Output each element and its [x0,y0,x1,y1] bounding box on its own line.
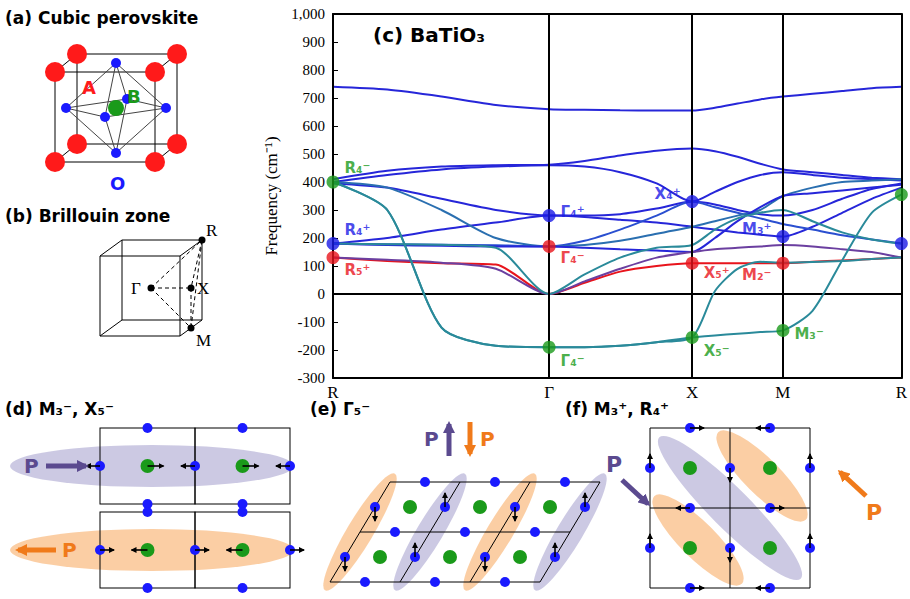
svg-text:M: M [775,383,790,402]
svg-text:(f) M₃⁺, R₄⁺: (f) M₃⁺, R₄⁺ [565,399,669,419]
svg-text:(a) Cubic perovskite: (a) Cubic perovskite [5,8,198,28]
svg-text:Γ₄⁻: Γ₄⁻ [561,352,585,370]
svg-text:Γ₄⁺: Γ₄⁺ [561,203,585,221]
svg-text:M₂⁻: M₂⁻ [742,266,771,284]
svg-text:-300: -300 [298,370,326,386]
svg-text:Γ: Γ [544,383,554,402]
svg-text:900: 900 [303,34,326,50]
svg-text:200: 200 [303,230,326,246]
svg-text:P: P [866,500,882,525]
svg-text:B: B [127,86,141,107]
svg-text:R₅⁺: R₅⁺ [345,261,371,279]
svg-text:M₃⁺: M₃⁺ [742,220,771,238]
svg-text:R: R [896,383,908,402]
svg-text:P: P [606,452,622,477]
svg-text:300: 300 [303,202,326,218]
svg-text:O: O [110,173,125,194]
svg-text:Γ₄⁻: Γ₄⁻ [561,249,585,267]
svg-text:-100: -100 [298,314,326,330]
svg-text:X: X [197,279,209,298]
svg-text:M: M [196,331,211,350]
svg-text:600: 600 [303,118,326,134]
svg-text:700: 700 [303,90,326,106]
svg-text:R: R [327,383,339,402]
svg-text:800: 800 [303,62,326,78]
svg-text:R₄⁺: R₄⁺ [345,221,371,239]
svg-text:P: P [24,454,39,478]
svg-text:X₄⁺: X₄⁺ [655,185,681,203]
svg-text:100: 100 [303,258,326,274]
svg-text:1,000: 1,000 [291,6,325,22]
svg-text:P: P [480,427,495,451]
svg-text:P: P [62,538,77,562]
svg-text:(e) Γ₅⁻: (e) Γ₅⁻ [310,399,370,419]
svg-text:500: 500 [303,146,326,162]
svg-text:-200: -200 [298,342,326,358]
svg-text:Γ: Γ [131,279,141,298]
svg-text:R: R [206,221,218,240]
svg-text:(c) BaTiO₃: (c) BaTiO₃ [373,23,485,47]
svg-text:R₄⁻: R₄⁻ [345,159,371,177]
svg-text:(d) M₃⁻, X₅⁻: (d) M₃⁻, X₅⁻ [5,399,114,419]
svg-text:(b) Brillouin zone: (b) Brillouin zone [5,206,170,226]
svg-text:400: 400 [303,174,326,190]
svg-text:X₅⁺: X₅⁺ [704,264,730,282]
svg-text:0: 0 [318,286,326,302]
svg-text:A: A [82,77,96,98]
svg-text:Frequency (cm⁻¹): Frequency (cm⁻¹) [262,136,281,255]
svg-text:P: P [424,427,439,451]
svg-text:X: X [686,383,698,402]
svg-text:M₃⁻: M₃⁻ [794,325,823,343]
svg-text:X₅⁻: X₅⁻ [704,342,730,360]
